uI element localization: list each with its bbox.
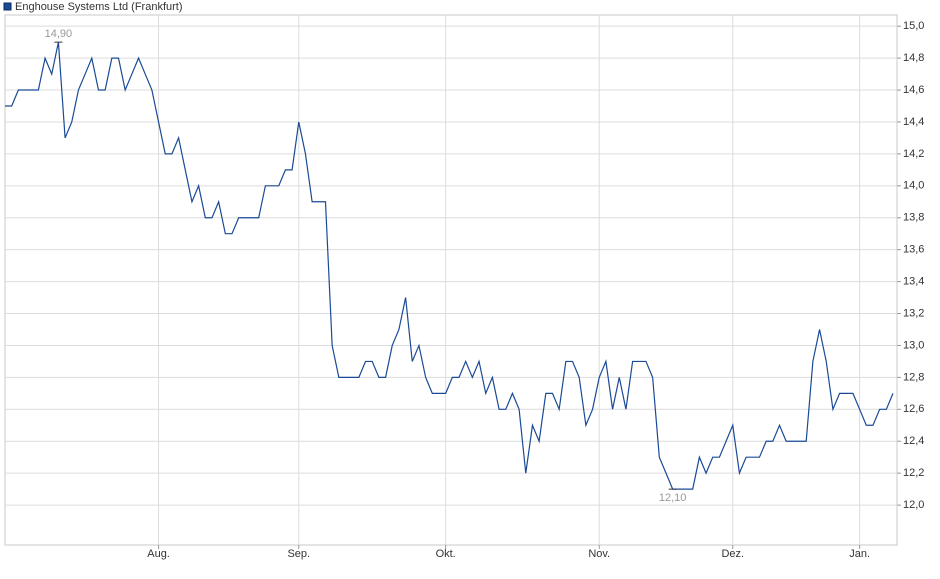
- value-label: 12,10: [659, 492, 687, 504]
- y-tick-label: 14,8: [903, 52, 924, 64]
- y-tick-label: 12,4: [903, 435, 924, 447]
- y-tick-label: 13,0: [903, 339, 924, 351]
- x-tick-label: Sep.: [287, 548, 310, 560]
- plot-frame: [4, 14, 898, 546]
- y-tick-label: 13,2: [903, 307, 924, 319]
- y-tick-label: 14,2: [903, 148, 924, 160]
- y-tick-label: 12,8: [903, 371, 924, 383]
- y-tick-label: 13,4: [903, 276, 924, 288]
- x-tick-label: Nov.: [588, 548, 610, 560]
- y-tick-label: 12,0: [903, 499, 924, 511]
- y-tick-label: 14,6: [903, 84, 924, 96]
- x-tick-label: Dez.: [721, 548, 744, 560]
- x-tick-label: Jan.: [849, 548, 870, 560]
- y-tick-label: 14,0: [903, 180, 924, 192]
- legend-swatch: [3, 2, 12, 11]
- legend-label: Enghouse Systems Ltd (Frankfurt): [15, 1, 183, 13]
- y-tick-label: 14,4: [903, 116, 924, 128]
- x-tick-label: Aug.: [147, 548, 170, 560]
- value-label: 14,90: [45, 28, 73, 40]
- y-tick-label: 13,6: [903, 244, 924, 256]
- price-line: [5, 42, 894, 490]
- y-tick-label: 13,8: [903, 212, 924, 224]
- x-tick-label: Okt.: [436, 548, 456, 560]
- y-tick-label: 15,0: [903, 20, 924, 32]
- y-tick-label: 12,6: [903, 403, 924, 415]
- y-tick-label: 12,2: [903, 467, 924, 479]
